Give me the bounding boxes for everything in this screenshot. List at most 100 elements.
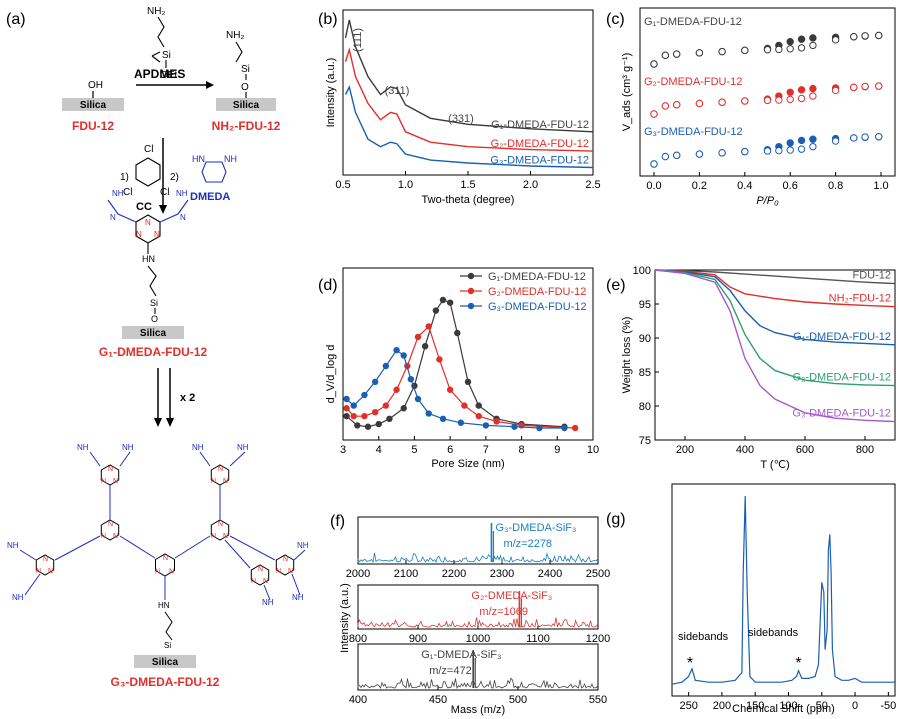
x-tick-label: 0.4: [737, 180, 752, 192]
desorption-point: [741, 147, 749, 156]
terminal-nh: NH: [237, 443, 249, 452]
x-tick-label: 2.0: [523, 179, 538, 191]
terminal-nh: NH: [192, 443, 204, 452]
series-point: [464, 378, 472, 386]
desorption-point: [673, 50, 681, 58]
desorption-point: [809, 142, 817, 151]
x-tick-label: 900: [409, 633, 427, 645]
series-label: G₁-DMEDA-FDU-12: [491, 119, 589, 131]
x-tick-label: 4: [376, 444, 382, 456]
series-label: FDU-12: [852, 270, 891, 282]
x-tick-label: -50: [880, 700, 896, 712]
series-point: [511, 423, 518, 430]
terminal-nh: NH: [122, 443, 134, 452]
series-point: [454, 329, 461, 337]
linker: [229, 535, 276, 561]
adsorption-point: [797, 86, 806, 94]
apdmes-label: APDMES: [134, 67, 185, 81]
desorption-point: [797, 44, 806, 52]
ring-n: N: [155, 569, 160, 576]
adsorption-point: [797, 136, 806, 145]
series-point: [393, 346, 400, 354]
series-point: [350, 402, 357, 409]
plot-frame: [357, 643, 599, 691]
series-point: [343, 395, 350, 403]
series-point: [436, 356, 443, 363]
linker: [119, 451, 131, 467]
stem-si: Si: [164, 641, 171, 650]
desorption-point: [809, 41, 817, 50]
terminal-nh: NH: [262, 598, 274, 607]
series-line: [654, 269, 896, 308]
svg-text:N: N: [145, 218, 151, 227]
svg-text:N: N: [110, 213, 116, 222]
legend-label: G₃-DMEDA-FDU-12: [488, 301, 587, 313]
series-point: [371, 378, 379, 386]
cc-label: CC: [136, 201, 152, 213]
x-tick-label: 2200: [442, 568, 466, 580]
desorption-point: [875, 133, 883, 141]
adsorption-point: [786, 88, 794, 97]
series-point: [350, 412, 357, 420]
x-axis-label: Chemical Shift (ppm): [732, 703, 835, 715]
series-point: [439, 415, 447, 422]
ring-n: N: [108, 521, 113, 528]
svg-text:Silica: Silica: [140, 328, 167, 339]
silica-block-fdu12: [62, 98, 124, 111]
series-line: [344, 84, 594, 169]
desorption-point: [831, 137, 840, 145]
plot-frame: [357, 516, 599, 565]
x-tick-label: 100: [779, 700, 797, 712]
fdu12-label: FDU-12: [72, 119, 114, 133]
spectrum-trace: [357, 617, 599, 629]
ring-n: N: [43, 556, 48, 563]
y-axis-label: Intensity (a.u.): [339, 583, 351, 653]
svg-text:NH: NH: [112, 189, 124, 198]
linker: [54, 535, 101, 561]
x-tick-label: 800: [856, 444, 874, 456]
desorption-point: [775, 45, 783, 54]
adsorption-point: [809, 84, 817, 93]
y-tick-label: 75: [639, 435, 651, 447]
linker: [224, 539, 251, 569]
series-line: [654, 269, 896, 285]
series-line: [344, 47, 594, 152]
series-point: [382, 402, 390, 409]
x-tick-label: 600: [796, 444, 814, 456]
legend-marker: [467, 302, 475, 310]
y-axis-label: Weight loss (%): [621, 317, 633, 394]
linker: [293, 549, 306, 561]
linker: [174, 535, 211, 559]
x-tick-label: 200: [713, 700, 731, 712]
desorption-point: [775, 146, 783, 155]
x-tick-label: 0.6: [783, 180, 798, 192]
adsorption-point: [809, 135, 817, 143]
plot-frame: [639, 7, 896, 177]
legend-marker: [467, 287, 475, 295]
spectrum-trace: [357, 677, 599, 690]
series-point: [475, 402, 482, 409]
sideband-star: *: [687, 655, 693, 672]
linker: [19, 549, 37, 561]
desorption-point: [650, 160, 658, 168]
series-point: [432, 307, 440, 314]
desorption-point: [763, 96, 772, 105]
svg-text:HN: HN: [142, 254, 155, 264]
series-point: [393, 386, 400, 393]
x-axis-label: T (℃): [760, 459, 789, 471]
ring-n: N: [113, 533, 118, 540]
g3-structure: NN NNN NNN NNN NNN NNN NNN NNN NNH NH NH NHNHNHNHNH…: [7, 443, 309, 650]
x-tick-label: 8: [519, 444, 525, 456]
peak-series-label: G₂-DMEDA-SiF₃: [471, 590, 552, 602]
series-label: NH₂-FDU-12: [829, 293, 891, 305]
desorption-point: [650, 60, 658, 68]
series-point: [425, 410, 432, 417]
svg-text:NH: NH: [176, 189, 188, 198]
silica-label: Silica: [80, 100, 107, 111]
annotation: (331): [448, 113, 474, 125]
series-line: [346, 325, 576, 429]
series-line: [346, 349, 565, 429]
nh2-fdu12-label: NH₂-FDU-12: [212, 119, 281, 133]
x-tick-label: 0.8: [828, 180, 843, 192]
